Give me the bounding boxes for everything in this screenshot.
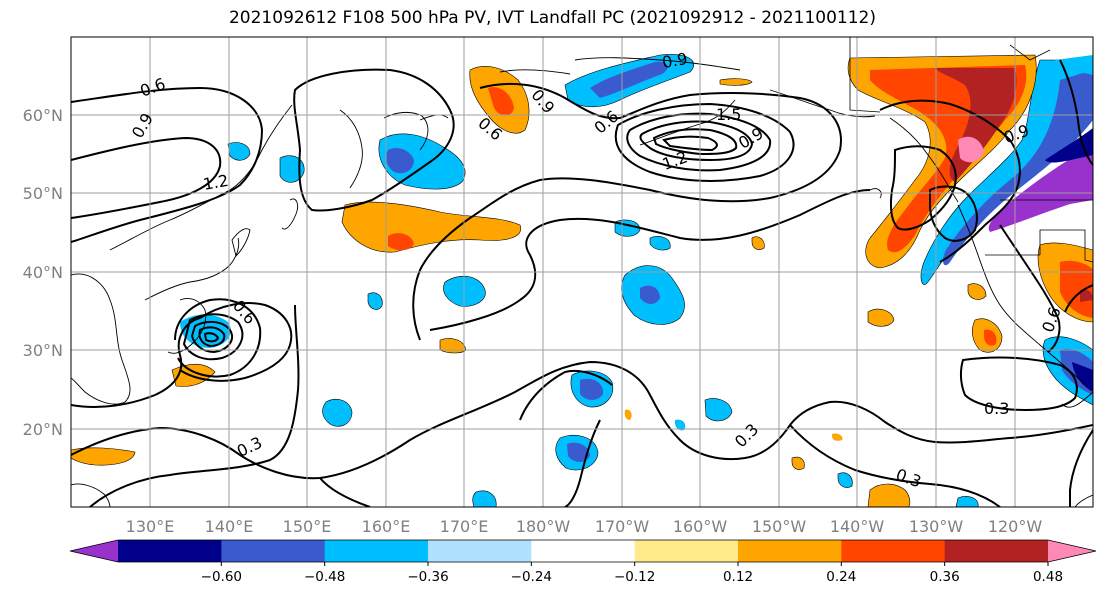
lat-label: 40°N [23,263,63,282]
lon-label: 140°W [830,517,885,536]
colorbar-segment [738,540,842,562]
colorbar-segment [634,540,739,562]
colorbar-segment [221,540,326,562]
lon-label: 130°W [909,517,964,536]
colorbar-tick-label: −0.24 [511,569,552,585]
colorbar-tick-label: 0.36 [930,569,960,585]
lon-label: 150°E [283,517,332,536]
lon-label: 140°E [205,517,254,536]
colorbar-segment [944,540,1049,562]
colorbar-segment [531,540,636,562]
map-title: 2021092612 F108 500 hPa PV, IVT Landfall… [228,8,876,28]
latitude-labels: 60°N 50°N 40°N 30°N 20°N [23,106,63,439]
colorbar-segment [324,540,429,562]
contour-label: 1.2 [202,171,230,194]
lon-label: 180°W [516,517,571,536]
lat-label: 20°N [23,420,63,439]
lat-label: 30°N [23,341,63,360]
political-boundaries [849,37,1093,263]
colorbar-tick-label: −0.36 [407,569,448,585]
colorbar-tick-label: −0.48 [304,569,345,585]
colorbar-tick-label: −0.12 [614,569,655,585]
map-frame [70,36,1094,508]
graticule [71,37,1093,507]
colorbar-tick-label: 0.12 [723,569,753,585]
colorbar: −0.60 −0.48 −0.36 −0.24 −0.12 0.12 0.24 0.36 0.4… [69,539,1097,585]
colorbar-extend-high [1048,540,1096,562]
colorbar-tick-label: −0.60 [201,569,242,585]
positive-anomaly-fill [71,54,1093,507]
pv-contours [71,59,1093,507]
longitude-labels: 130°E 140°E 150°E 160°E 170°E 180°W 170°… [126,517,1043,536]
colorbar-segment [118,540,222,562]
lon-label: 170°W [595,517,650,536]
lon-label: 130°E [126,517,175,536]
contour-label: 1.5 [716,105,741,124]
lon-label: 150°W [752,517,807,536]
colorbar-segment [841,540,946,562]
colorbar-tick-label: 0.48 [1033,569,1063,585]
colorbar-segment [428,540,532,562]
contour-label: 0.9 [661,49,689,72]
lon-label: 160°W [673,517,728,536]
colorbar-extend-low [70,540,118,562]
lat-label: 60°N [23,106,63,125]
lat-label: 50°N [23,184,63,203]
colorbar-outline [69,539,1097,563]
contour-label: 0.3 [984,399,1009,418]
lon-label: 120°W [988,517,1043,536]
lon-label: 160°E [362,517,411,536]
lon-label: 170°E [440,517,489,536]
colorbar-tick-label: 0.24 [826,569,856,585]
